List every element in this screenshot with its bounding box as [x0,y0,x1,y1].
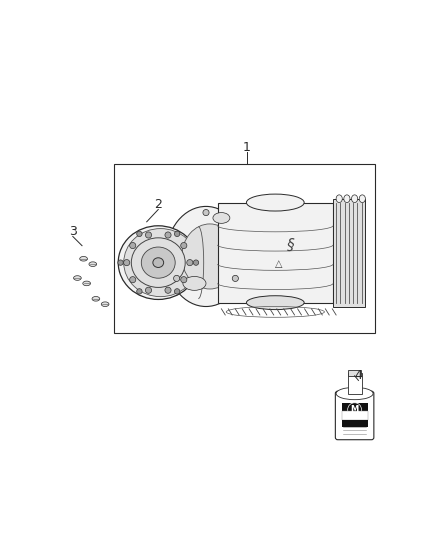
Bar [342,403,367,415]
Wedge shape [342,410,367,422]
Circle shape [137,231,142,237]
Circle shape [137,289,142,294]
Ellipse shape [247,194,304,211]
Circle shape [165,232,171,238]
Ellipse shape [89,262,97,266]
Circle shape [145,287,152,293]
Text: §: § [287,237,294,253]
Ellipse shape [336,195,342,203]
Ellipse shape [182,224,238,289]
Ellipse shape [80,256,88,261]
Ellipse shape [124,229,198,297]
Ellipse shape [141,247,175,278]
Ellipse shape [213,213,230,223]
Circle shape [165,287,171,293]
Ellipse shape [131,238,185,287]
Circle shape [130,277,136,283]
Bar [342,421,367,426]
Text: M: M [350,405,359,414]
FancyBboxPatch shape [336,391,374,440]
Text: 2: 2 [154,198,162,212]
Text: △: △ [276,259,283,269]
Circle shape [173,276,180,281]
Bar [342,411,367,421]
Text: 1: 1 [243,141,251,154]
Ellipse shape [183,277,206,290]
Circle shape [145,232,152,238]
Circle shape [174,289,180,294]
Circle shape [232,276,238,281]
Circle shape [174,231,180,237]
Bar [333,199,365,306]
Circle shape [187,260,193,265]
Circle shape [130,243,136,248]
Ellipse shape [74,276,81,280]
Ellipse shape [352,195,358,203]
Circle shape [124,260,130,265]
Ellipse shape [359,195,365,203]
Circle shape [348,403,361,417]
Text: 4: 4 [354,369,362,382]
Ellipse shape [336,387,373,400]
Ellipse shape [92,296,100,301]
Ellipse shape [153,258,164,268]
Circle shape [181,277,187,283]
Circle shape [193,260,199,265]
Ellipse shape [344,195,350,203]
Ellipse shape [247,296,304,310]
Circle shape [118,260,123,265]
Circle shape [203,209,209,216]
Bar [349,370,361,376]
Circle shape [181,243,187,248]
Ellipse shape [101,302,109,306]
Bar [113,164,375,334]
Bar [218,203,333,303]
Text: 3: 3 [69,225,77,238]
Bar [348,373,361,394]
Ellipse shape [166,206,246,306]
Ellipse shape [118,226,198,300]
Ellipse shape [83,281,91,286]
